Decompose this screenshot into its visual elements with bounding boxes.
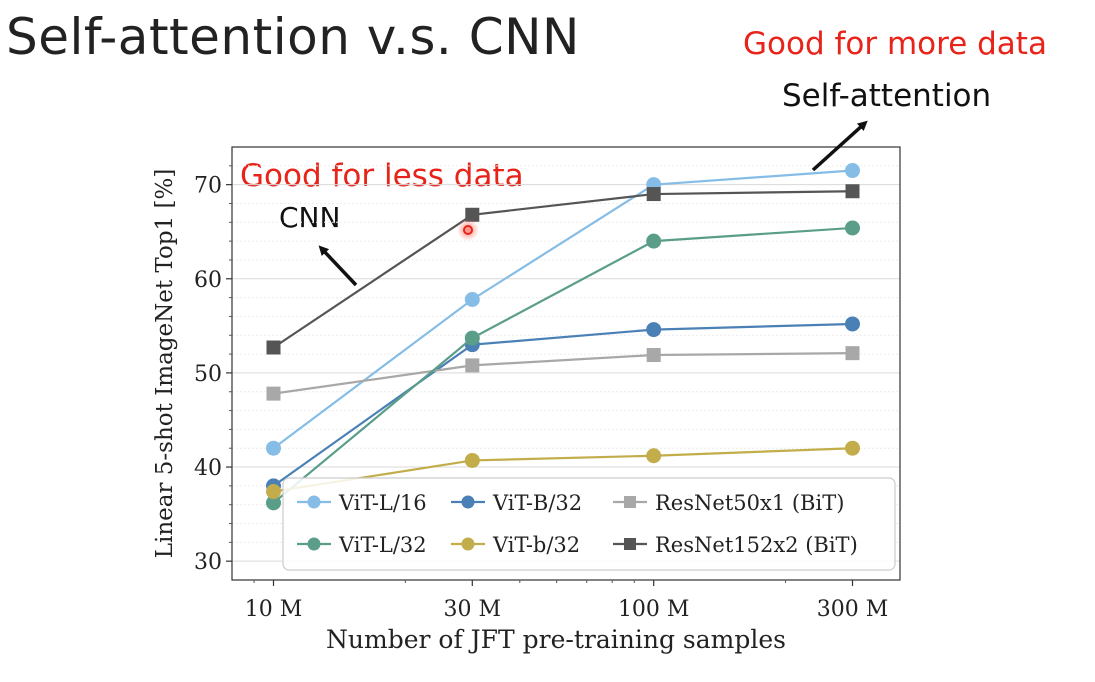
legend-swatch-marker: [624, 538, 636, 550]
data-point: [646, 233, 662, 249]
overlay: [318, 120, 868, 287]
less-data-callout: Good for less data: [240, 158, 524, 194]
data-point: [265, 440, 281, 456]
y-tick-label: 60: [194, 268, 222, 293]
series-line: [273, 447, 853, 493]
data-point: [844, 316, 860, 332]
data-point: [845, 346, 860, 361]
series-line: [272, 226, 853, 504]
data-point: [465, 207, 480, 222]
legend-label: ResNet152x2 (BiT): [655, 533, 858, 557]
self-attention-callout: Self-attention: [782, 78, 992, 114]
data-point: [844, 440, 860, 456]
legend-label: ViT-L/32: [338, 533, 427, 557]
cursor-dot: [463, 225, 473, 235]
x-tick-label: 300 M: [817, 597, 889, 622]
legend-box: [282, 477, 896, 571]
data-point: [265, 495, 281, 511]
data-point: [464, 452, 480, 468]
y-tick-label: 50: [194, 362, 222, 387]
series-line: [272, 322, 853, 487]
legend-swatch-marker: [307, 495, 321, 509]
y-tick-label: 70: [194, 174, 222, 199]
plot-frame: [231, 146, 901, 581]
x-tick-label: 10 M: [245, 597, 303, 622]
series-line: [272, 169, 853, 450]
legend-swatch-marker: [624, 496, 636, 508]
y-axis-label: Linear 5-shot ImageNet Top1 [%]: [152, 169, 178, 559]
legend: ViT-L/16 ViT-B/32 ResNet50x1 (BiT) ViT-L/32…: [282, 477, 896, 571]
cnn-arrow: [318, 245, 358, 287]
legend-label: ViT-b/32: [492, 533, 580, 557]
y-tick-label: 30: [194, 550, 222, 575]
legend-swatch-marker: [461, 495, 475, 509]
data-point: [465, 358, 480, 373]
data-point: [646, 348, 661, 363]
data-point: [266, 386, 281, 401]
cursor-glow: [457, 219, 479, 241]
data-point: [464, 330, 480, 346]
series-line: [273, 352, 853, 395]
legend-swatch-marker: [461, 537, 475, 551]
y-tick-label: 40: [194, 456, 222, 481]
data-point: [844, 163, 860, 179]
data-point: [646, 448, 662, 464]
data-point: [845, 184, 860, 199]
slide-title: Self-attention v.s. CNN: [6, 8, 580, 66]
data-point: [265, 484, 281, 500]
legend-label: ViT-B/32: [492, 491, 582, 515]
legend-swatch-marker: [307, 537, 321, 551]
axes: 30 40 50 60 70 10 M 30 M 100 M 300 M Number of JF…: [152, 146, 901, 654]
x-tick-label: 30 M: [444, 597, 502, 622]
legend-label: ResNet50x1 (BiT): [655, 491, 844, 515]
x-tick-label: 100 M: [618, 597, 690, 622]
cnn-callout: CNN: [279, 201, 341, 234]
data-point: [646, 187, 661, 202]
data-point: [844, 220, 860, 236]
series: [265, 163, 860, 511]
data-point: [646, 322, 662, 338]
data-point: [464, 291, 480, 307]
legend-label: ViT-L/16: [338, 491, 427, 515]
series-line: [272, 190, 853, 349]
self-attention-arrow: [811, 120, 868, 172]
more-data-callout: Good for more data: [743, 26, 1047, 62]
data-point: [266, 340, 281, 355]
x-axis-label: Number of JFT pre-training samples: [326, 625, 786, 654]
